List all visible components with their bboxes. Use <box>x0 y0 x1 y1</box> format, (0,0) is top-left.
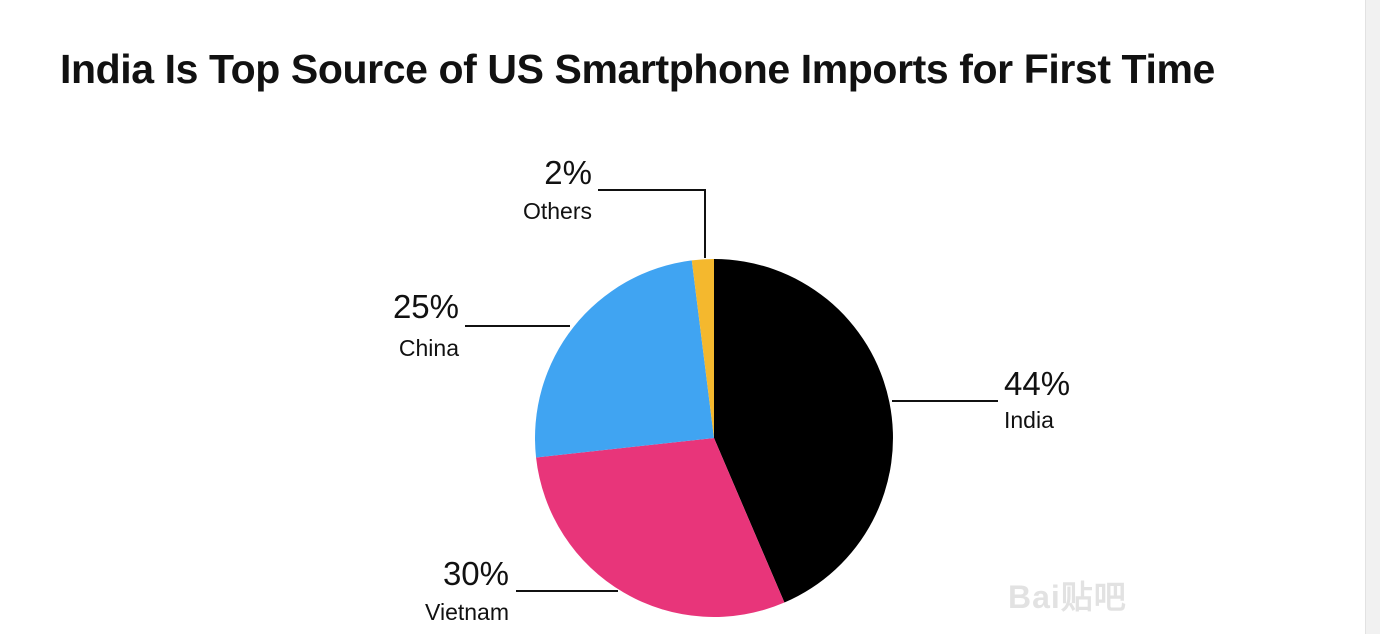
pie-slice-india <box>714 259 893 603</box>
data-label-vietnam: 30% <box>443 555 509 592</box>
category-label-vietnam: Vietnam <box>425 599 509 625</box>
baidu-watermark: Bai贴吧 <box>1008 579 1127 615</box>
pie-slice-vietnam <box>536 438 785 617</box>
data-label-others: 2% <box>544 154 592 191</box>
leader-line-others <box>598 189 706 258</box>
category-label-india: India <box>1004 407 1054 433</box>
data-label-india: 44% <box>1004 365 1070 402</box>
pie-slice-china <box>534 260 714 458</box>
chart-title: India Is Top Source of US Smartphone Imp… <box>60 46 1215 92</box>
pie-slice-others <box>691 259 714 438</box>
category-label-china: China <box>399 335 459 361</box>
category-label-others: Others <box>523 198 592 224</box>
data-label-china: 25% <box>393 288 459 325</box>
window-edge <box>1365 0 1380 634</box>
